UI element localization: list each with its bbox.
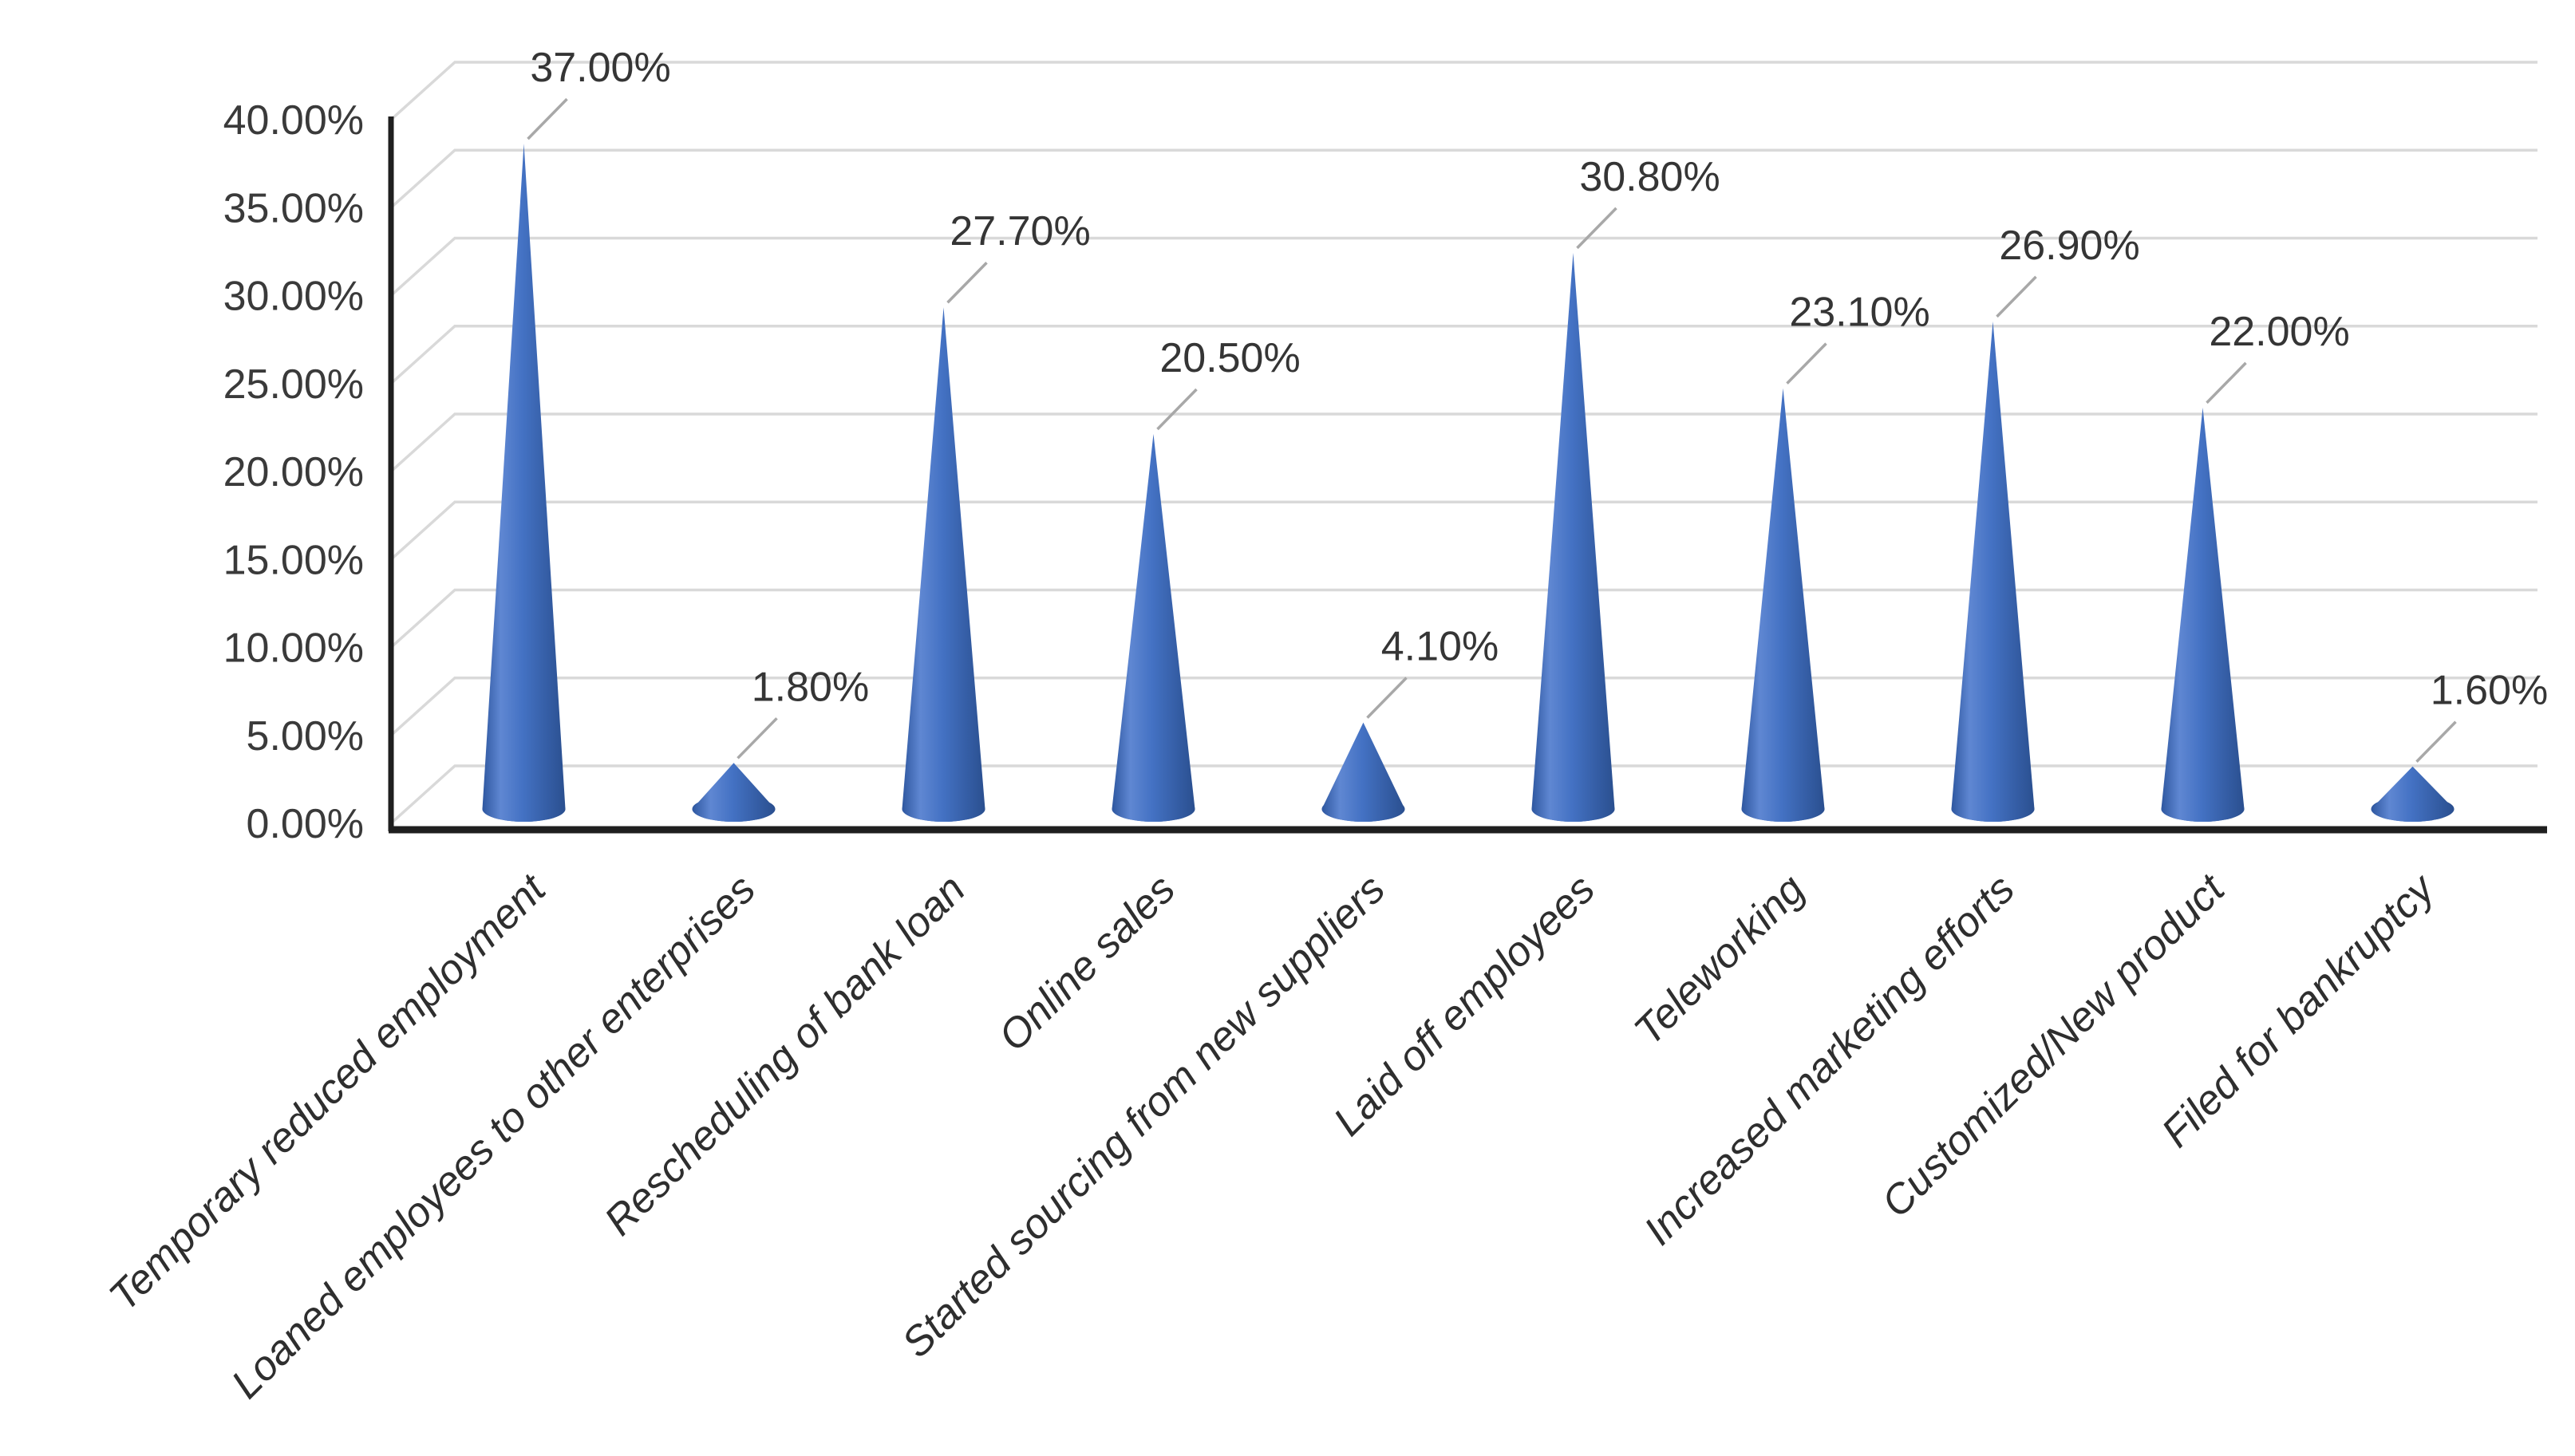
cone-body: [1951, 321, 2035, 823]
cone-bar: 1.60%: [2371, 668, 2548, 822]
data-label: 26.90%: [1999, 223, 2139, 269]
cone-bar: 1.80%: [692, 664, 869, 822]
cone-body: [1321, 722, 1405, 822]
cone-body: [692, 763, 776, 822]
cone-bar: 37.00%: [482, 45, 671, 822]
data-label: 22.00%: [2209, 309, 2349, 355]
cone-body: [2371, 766, 2455, 822]
data-label-leader-line: [1156, 388, 1198, 431]
gridlines: [389, 61, 2537, 825]
y-axis-tick-label: 35.00%: [223, 185, 364, 231]
gridline: [389, 764, 2537, 825]
cone-body: [1741, 388, 1825, 822]
gridline: [389, 677, 2537, 737]
cone-bar: 22.00%: [2161, 309, 2350, 822]
gridline: [389, 236, 2537, 297]
gridline: [389, 325, 2537, 385]
data-label-leader-line: [1576, 207, 1617, 250]
cone-bar: 23.10%: [1741, 290, 1930, 822]
gridline: [389, 148, 2537, 209]
y-axis-tick-label: 20.00%: [223, 449, 364, 495]
gridline: [389, 412, 2537, 473]
cone-body: [482, 144, 566, 822]
data-label: 20.50%: [1159, 335, 1300, 381]
data-label: 1.80%: [752, 664, 869, 710]
data-label-leader-line: [2415, 720, 2457, 763]
data-label: 30.80%: [1579, 154, 1720, 200]
gridline: [389, 500, 2537, 561]
cone-bar: 4.10%: [1321, 624, 1499, 822]
data-label-leader-line: [2206, 361, 2247, 404]
y-axis-tick-label: 30.00%: [223, 274, 364, 320]
cone-body: [2161, 407, 2245, 822]
cone-body: [902, 307, 985, 823]
y-axis-tick-label: 40.00%: [223, 97, 364, 144]
data-label-leader-line: [946, 261, 988, 304]
data-label-leader-line: [1366, 677, 1408, 719]
data-label: 27.70%: [950, 208, 1090, 255]
gridline: [389, 61, 2537, 121]
data-label: 23.10%: [1789, 290, 1929, 336]
y-axis-tick-label: 5.00%: [247, 713, 364, 760]
data-label: 4.10%: [1381, 624, 1499, 670]
y-axis-tick-labels: 40.00% 35.00% 30.00% 25.00% 20.00% 15.00% 10.0…: [223, 97, 364, 847]
category-label: Customized/New product: [1873, 865, 2235, 1227]
data-label-leader-line: [1996, 275, 2037, 318]
cone-bar: 30.80%: [1531, 154, 1720, 822]
category-label: Temporary reduced employment: [101, 865, 556, 1320]
category-label: Rescheduling of bank loan: [596, 866, 974, 1244]
data-label: 37.00%: [530, 45, 670, 91]
category-label: Increased marketing efforts: [1635, 866, 2024, 1254]
gridline: [389, 588, 2537, 649]
category-label: Teleworking: [1625, 866, 1814, 1054]
cone-body: [1112, 433, 1195, 822]
data-label-leader-line: [737, 717, 778, 760]
y-axis-tick-label: 0.00%: [247, 801, 364, 847]
cone-series: 37.00% 1.80% 27.70% 20.50% 4.10% 30.80% 23.10%…: [482, 45, 2548, 823]
cone-bar: 26.90%: [1951, 223, 2140, 823]
y-axis-tick-label: 10.00%: [223, 625, 364, 672]
cone-body: [1531, 252, 1615, 822]
category-label: Online sales: [990, 866, 1184, 1059]
cone-bar: 20.50%: [1112, 335, 1301, 822]
y-axis-tick-label: 25.00%: [223, 361, 364, 408]
y-axis-tick-label: 15.00%: [223, 537, 364, 583]
category-label: Started sourcing from new suppliers: [893, 866, 1394, 1367]
data-label: 1.60%: [2431, 668, 2548, 714]
data-label-leader-line: [1786, 342, 1827, 385]
data-label-leader-line: [527, 97, 568, 140]
cone-bar: 27.70%: [902, 208, 1091, 823]
